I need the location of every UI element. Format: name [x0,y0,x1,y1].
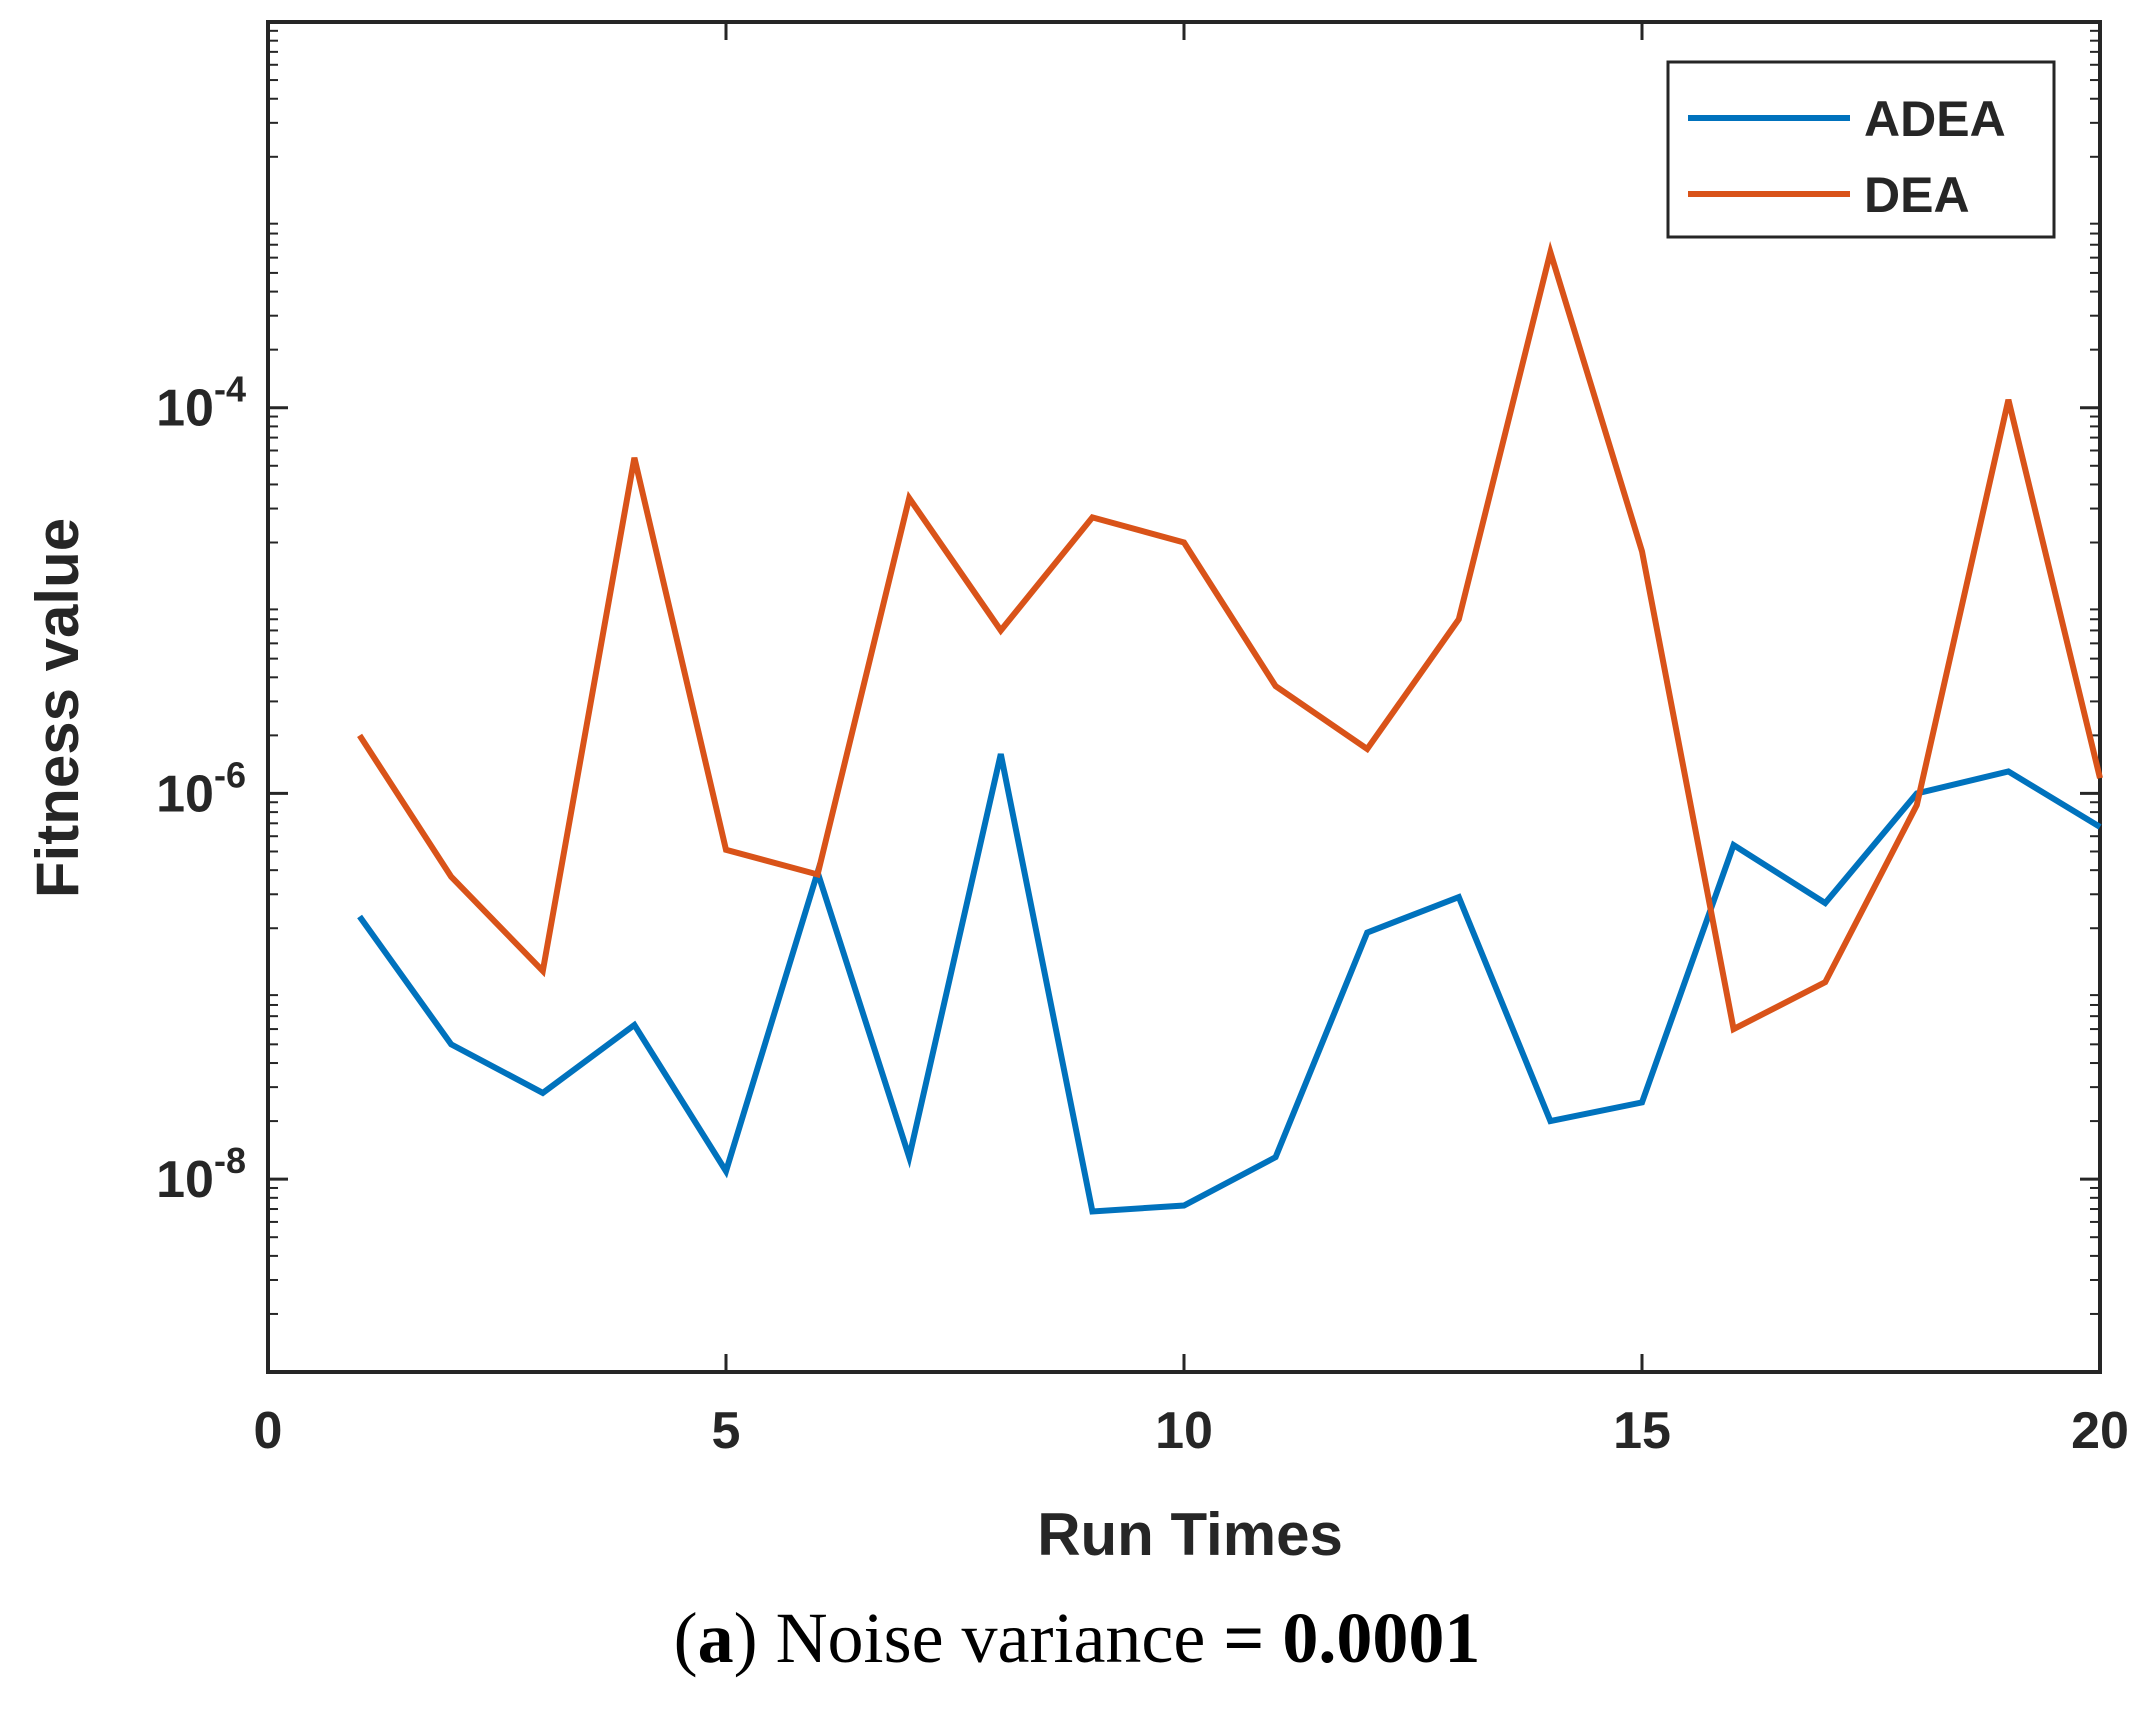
series-line-adea [357,753,2102,1215]
legend-box [1666,60,2056,239]
x-tick-label: 15 [1613,1402,1671,1460]
y-tick-base: 10 [156,765,214,823]
x-tick-labels: 0 5 10 15 20 [254,1402,2129,1460]
y-tick-labels: 10-810-610-4 [156,369,246,1209]
figure-caption: (a) Noise variance = 0.0001 [674,1598,1481,1678]
legend-label-adea: ADEA [1864,91,2006,147]
y-tick-label: 10-4 [156,369,246,438]
x-tick-label: 0 [254,1402,283,1460]
caption-text: Noise variance [758,1598,1224,1678]
x-tick-label: 5 [712,1402,741,1460]
x-axis-label: Run Times [1037,1501,1343,1568]
plot-area [266,20,2102,1374]
caption-letter: a [698,1598,734,1678]
y-tick-label: 10-8 [156,1140,246,1209]
y-axis-label: Fitness value [24,518,91,898]
y-tick-exponent: -8 [214,1140,246,1181]
y-tick-label: 10-6 [156,754,246,823]
y-tick-base: 10 [156,380,214,438]
legend-label-dea: DEA [1864,167,1970,223]
x-tick-label: 10 [1155,1402,1213,1460]
major-ticks [266,22,2102,1372]
caption-value: = 0.0001 [1223,1598,1480,1678]
axes-box [266,20,2102,1374]
series-lines [357,241,2103,1215]
minor-ticks [268,29,2100,1315]
legend: ADEA DEA [1666,60,2056,239]
x-tick-label: 20 [2071,1402,2129,1460]
y-tick-base: 10 [156,1151,214,1209]
y-tick-exponent: -6 [214,754,246,795]
y-tick-exponent: -4 [214,369,246,410]
series-line-dea [357,241,2103,1034]
